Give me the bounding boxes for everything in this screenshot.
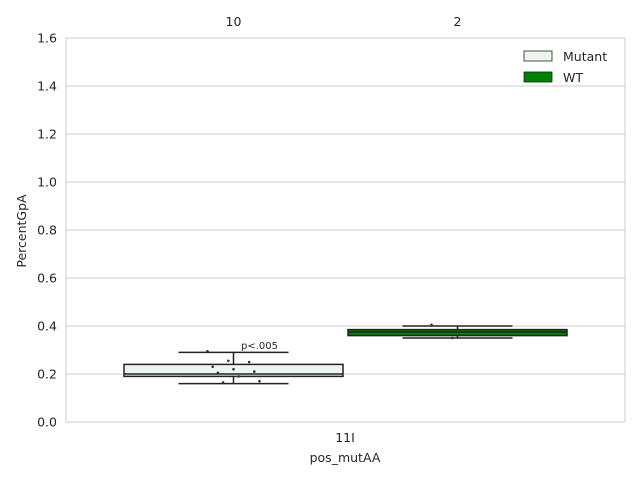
y-tick-label: 0.8 <box>37 223 57 238</box>
p-value-annotation: p<.005 <box>241 341 278 352</box>
y-axis-label: PercentGpA <box>14 194 29 268</box>
y-tick-label: 0.2 <box>37 367 57 382</box>
strip-point-mutant <box>211 365 214 369</box>
strip-point-mutant <box>221 381 225 384</box>
legend: Mutant WT <box>523 49 607 85</box>
legend-label-mutant: Mutant <box>563 49 607 64</box>
y-tick-label: 0.4 <box>37 319 57 334</box>
legend-label-wt: WT <box>563 70 583 85</box>
y-tick-label: 1.4 <box>37 79 57 94</box>
boxes <box>123 325 568 385</box>
count-labels: 10 2 <box>226 14 462 29</box>
strip-point-mutant <box>258 379 261 383</box>
legend-swatch-mutant <box>523 50 553 62</box>
strip-point-wt <box>451 336 454 340</box>
legend-swatch-wt <box>523 71 553 83</box>
y-tick-label: 1.2 <box>37 127 57 142</box>
strip-point-mutant <box>227 359 230 363</box>
x-tick-label: 11I <box>335 430 355 445</box>
count-label-wt: 2 <box>454 14 462 29</box>
strip-points <box>206 323 454 384</box>
annotations: p<.005 <box>241 341 278 352</box>
strip-point-mutant <box>237 375 240 378</box>
strip-point-wt <box>430 323 433 327</box>
y-tick-label: 0.0 <box>37 415 57 430</box>
strip-point-mutant <box>206 349 209 353</box>
strip-point-mutant <box>253 370 256 373</box>
y-tick-label: 1.6 <box>37 31 57 46</box>
strip-point-mutant <box>247 360 251 364</box>
y-tick-label: 0.6 <box>37 271 57 286</box>
strip-point-mutant <box>232 367 235 371</box>
y-tick-labels: 0.0 0.2 0.4 0.6 0.8 1.0 1.2 1.4 1.6 <box>37 31 57 430</box>
y-tick-label: 1.0 <box>37 175 57 190</box>
x-axis-label: pos_mutAA <box>310 450 381 465</box>
count-label-mutant: 10 <box>226 14 242 29</box>
strip-point-mutant <box>216 371 220 375</box>
